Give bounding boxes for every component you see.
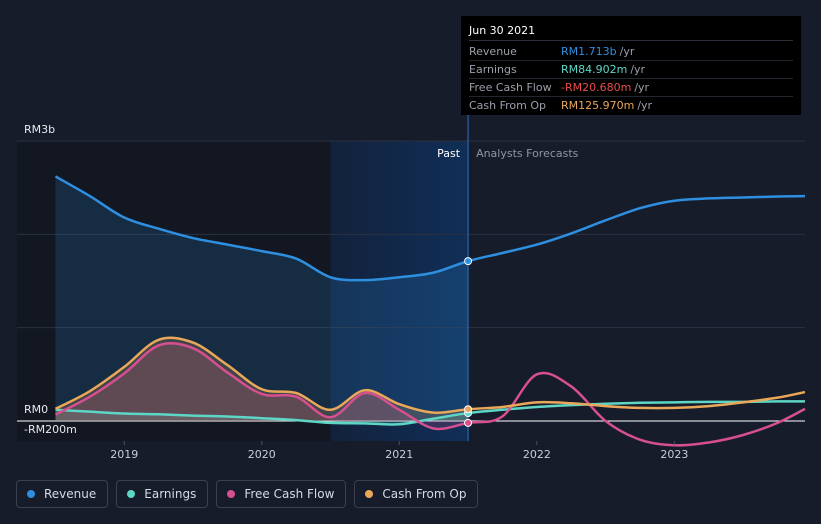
legend-label: Cash From Op bbox=[382, 487, 467, 501]
tooltip-value: -RM20.680m bbox=[561, 81, 632, 94]
revenue-area bbox=[55, 176, 469, 421]
x-tick-label: 2022 bbox=[523, 448, 551, 461]
earnings-line bbox=[55, 400, 806, 426]
free-cash-flow-area bbox=[55, 343, 469, 429]
free-cash-flow-marker bbox=[464, 418, 473, 427]
legend-dot-icon bbox=[365, 490, 374, 498]
legend-dot-icon bbox=[227, 490, 236, 498]
legend-label: Earnings bbox=[144, 487, 197, 501]
legend-dot-icon bbox=[27, 490, 35, 498]
revenue-line bbox=[54, 175, 806, 282]
legend-label: Free Cash Flow bbox=[244, 487, 335, 501]
x-tick-label: 2023 bbox=[660, 448, 688, 461]
tooltip-label: Cash From Op bbox=[469, 99, 547, 112]
tooltip-label: Revenue bbox=[469, 45, 517, 58]
tooltip-row-revenue: Revenue RM1.713b /yr bbox=[469, 43, 793, 61]
cash-from-op-line bbox=[54, 336, 806, 414]
tooltip-unit: /yr bbox=[630, 63, 646, 76]
y-axis-max-label: RM3b bbox=[24, 123, 55, 136]
tooltip-date: Jun 30 2021 bbox=[469, 24, 793, 41]
legend-label: Revenue bbox=[44, 487, 97, 501]
legend-dot-icon bbox=[127, 490, 136, 498]
legend-item-free-cash-flow[interactable]: Free Cash Flow bbox=[216, 480, 347, 508]
tooltip-unit: /yr bbox=[637, 99, 653, 112]
chart-legend: Revenue Earnings Free Cash Flow Cash Fro… bbox=[16, 480, 479, 508]
y-axis-min-label: -RM200m bbox=[24, 423, 77, 436]
tooltip-unit: /yr bbox=[619, 45, 635, 58]
y-axis-zero-label: RM0 bbox=[24, 403, 48, 416]
legend-item-revenue[interactable]: Revenue bbox=[16, 480, 109, 508]
revenue-marker bbox=[464, 257, 473, 266]
tooltip-value: RM84.902m bbox=[561, 63, 628, 76]
x-tick-label: 2020 bbox=[248, 448, 276, 461]
x-tick-label: 2019 bbox=[110, 448, 138, 461]
legend-item-cash-from-op[interactable]: Cash From Op bbox=[354, 480, 479, 508]
cash-from-op-area bbox=[55, 337, 469, 421]
tooltip-label: Free Cash Flow bbox=[469, 81, 552, 94]
tooltip-row-free-cash-flow: Free Cash Flow -RM20.680m /yr bbox=[469, 79, 793, 97]
earnings-area bbox=[55, 409, 469, 425]
legend-item-earnings[interactable]: Earnings bbox=[116, 480, 209, 508]
tooltip-value: RM1.713b bbox=[561, 45, 617, 58]
tooltip-row-earnings: Earnings RM84.902m /yr bbox=[469, 61, 793, 79]
x-tick-label: 2021 bbox=[385, 448, 413, 461]
cash-from-op-marker bbox=[464, 405, 473, 414]
free-cash-flow-line bbox=[54, 342, 806, 447]
data-tooltip: Jun 30 2021 Revenue RM1.713b /yr Earning… bbox=[461, 16, 801, 115]
tooltip-label: Earnings bbox=[469, 63, 517, 76]
tooltip-row-cash-from-op: Cash From Op RM125.970m /yr bbox=[469, 97, 793, 114]
forecast-label: Analysts Forecasts bbox=[476, 147, 579, 160]
highlight-region bbox=[330, 141, 469, 441]
past-label: Past bbox=[437, 147, 461, 160]
tooltip-value: RM125.970m bbox=[561, 99, 635, 112]
tooltip-unit: /yr bbox=[634, 81, 650, 94]
